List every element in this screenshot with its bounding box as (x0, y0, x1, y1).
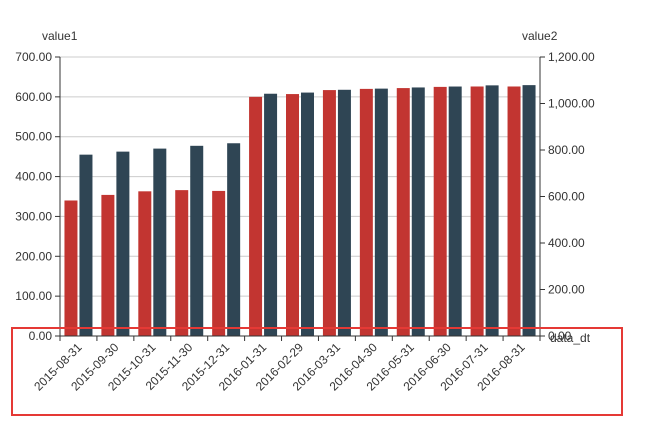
bar-value2 (153, 148, 167, 336)
y-right-tick-label: 0.00 (548, 329, 572, 343)
bar-value1 (286, 94, 299, 337)
y-left-tick-label: 200.00 (15, 249, 52, 263)
bar-value2 (522, 85, 536, 336)
bar-value2 (116, 151, 130, 336)
bar-value2 (264, 93, 278, 336)
bar-value1 (359, 88, 373, 336)
bar-value2 (374, 88, 388, 337)
bar-value2 (227, 143, 241, 336)
y-left-tick-label: 300.00 (15, 209, 52, 223)
bar-value2 (448, 86, 462, 336)
bar-value2 (79, 154, 93, 336)
bar-value2 (190, 145, 204, 336)
bar-value1 (433, 86, 447, 337)
bar-value1 (175, 190, 189, 336)
bar-value1 (249, 96, 263, 336)
y-left-tick-label: 0.00 (29, 329, 53, 343)
y-axis-right-label: value2 (522, 29, 558, 43)
y-left-tick-label: 100.00 (15, 289, 52, 303)
bar-value1 (138, 191, 152, 336)
bar-value1 (507, 86, 521, 336)
x-axis-highlight-box (11, 327, 623, 416)
y-right-tick-label: 400.00 (548, 236, 585, 250)
y-right-tick-label: 200.00 (548, 283, 585, 297)
y-axis-left-label: value1 (42, 29, 78, 43)
y-left-tick-label: 400.00 (15, 170, 52, 184)
bar-value1 (101, 194, 115, 336)
bar-value1 (212, 190, 226, 336)
bar-value2 (337, 89, 351, 336)
y-right-tick-label: 1,000.00 (548, 97, 595, 111)
bar-value1 (64, 200, 78, 336)
y-right-tick-label: 800.00 (548, 143, 585, 157)
y-left-tick-label: 500.00 (15, 130, 52, 144)
bar-value2 (485, 85, 499, 337)
y-left-tick-label: 600.00 (15, 90, 52, 104)
bar-value2 (301, 92, 314, 336)
bar-value1 (396, 88, 410, 337)
x-axis-label: data_dt (550, 331, 591, 345)
bar-value1 (322, 90, 336, 337)
bar-series (64, 85, 536, 337)
y-right-tick-label: 600.00 (548, 190, 585, 204)
y-left-tick-label: 700.00 (15, 50, 52, 64)
y-right-tick-label: 1,200.00 (548, 50, 595, 64)
bar-value2 (411, 87, 425, 337)
grid-lines (60, 56, 540, 297)
bar-value1 (470, 86, 484, 336)
